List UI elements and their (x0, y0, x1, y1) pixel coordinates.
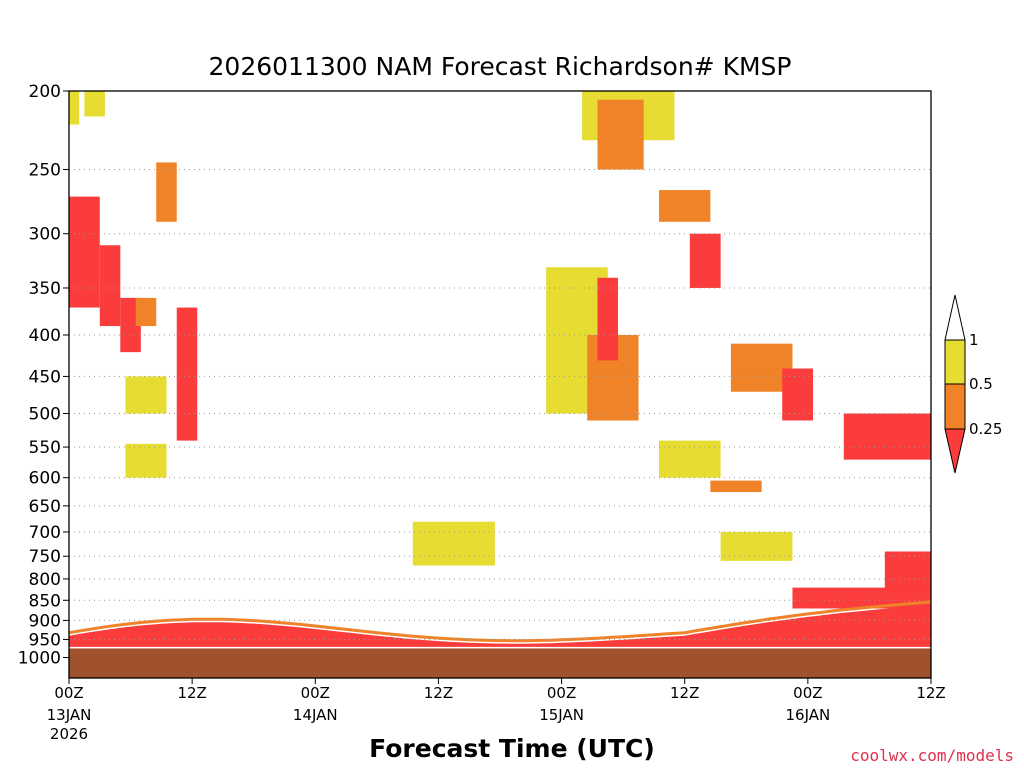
colorbar-label-0: 1 (969, 331, 979, 349)
x-tick-label-6: 00Z (793, 684, 822, 702)
colorbar-label-1: 0.5 (969, 375, 993, 393)
y-tick-label-250: 250 (29, 161, 61, 181)
heatmap-cell-21 (843, 413, 931, 460)
y-tick-label-300: 300 (29, 225, 61, 245)
y-tick-label-700: 700 (29, 523, 61, 543)
y-tick-label-1000: 1000 (18, 648, 61, 668)
y-tick-label-400: 400 (29, 326, 61, 346)
y-tick-label-550: 550 (29, 438, 61, 458)
heatmap-cell-6 (156, 162, 177, 222)
y-axis: 200 250 300 350 400 450 500 550 600 650 700 750 8008… (18, 82, 69, 668)
surface-layer (69, 648, 931, 678)
heatmap-cell-13 (597, 277, 619, 361)
heatmap-cell-9 (125, 443, 167, 478)
x-tick-date-6: 16JAN (785, 706, 830, 724)
heatmap-cell-0 (69, 196, 100, 308)
y-tick-label-350: 350 (29, 279, 61, 299)
colorbar-bin-orange (944, 383, 966, 430)
y-tick-label-600: 600 (29, 469, 61, 489)
x-tick-label-0: 00Z (54, 684, 83, 702)
y-tick-label-950: 950 (29, 630, 61, 650)
heatmap-cell-15 (597, 99, 644, 170)
heatmap-cell-7 (176, 307, 198, 441)
x-tick-label-7: 12Z (916, 684, 945, 702)
y-tick-label-900: 900 (29, 611, 61, 631)
heatmap-cell-2 (69, 91, 80, 125)
y-tick-label-800: 800 (29, 570, 61, 590)
y-tick-label-750: 750 (29, 547, 61, 567)
x-tick-date-0: 13JAN (47, 706, 92, 724)
x-tick-date-4: 15JAN (539, 706, 584, 724)
heatmap-cell-24 (884, 551, 931, 592)
plot-frame (68, 90, 932, 679)
y-tick-label-650: 650 (29, 497, 61, 517)
heatmap-cell-23 (720, 531, 793, 561)
heatmap-cell-22 (710, 480, 762, 493)
x-tick-label-1: 12Z (177, 684, 206, 702)
x-tick-label-3: 12Z (424, 684, 453, 702)
colorbar-label-2: 0.25 (969, 420, 1002, 438)
x-tick-label-2: 00Z (301, 684, 330, 702)
plot-area (68, 90, 932, 679)
y-tick-label-200: 200 (29, 82, 61, 102)
y-tick-label-450: 450 (29, 367, 61, 387)
heatmap-cell-17 (689, 233, 721, 288)
heatmap-cells (68, 91, 932, 678)
heatmap-cell-3 (84, 91, 105, 117)
colorbar-bottom-triangle (944, 428, 966, 474)
heatmap-cell-25 (792, 587, 931, 609)
colorbar-bin-yellow (944, 339, 966, 385)
x-tick-label-4: 00Z (547, 684, 576, 702)
heatmap-cell-8 (125, 376, 167, 414)
chart-title: 2026011300 NAM Forecast Richardson# KMSP (209, 52, 792, 81)
boundary-layer-band (69, 605, 931, 649)
heatmap-cell-5 (135, 297, 157, 327)
y-tick-label-850: 850 (29, 591, 61, 611)
heatmap-cell-18 (659, 440, 721, 478)
x-axis-label: Forecast Time (UTC) (369, 734, 655, 763)
heatmap-cell-10 (412, 521, 495, 566)
x-tick-label-5: 12Z (670, 684, 699, 702)
heatmap-cell-1 (99, 245, 121, 327)
credit-text: coolwx.com/models (850, 746, 1014, 765)
colorbar: 1 0.5 0.25 (944, 294, 1002, 474)
boundary-layer-fringe (68, 600, 932, 643)
y-tick-label-500: 500 (29, 405, 61, 425)
heatmap-cell-16 (659, 190, 711, 222)
x-tick-date-2: 14JAN (293, 706, 338, 724)
heatmap-cell-20 (782, 368, 813, 421)
x-tick-year-0: 2026 (50, 725, 88, 743)
colorbar-top-triangle (944, 294, 966, 341)
